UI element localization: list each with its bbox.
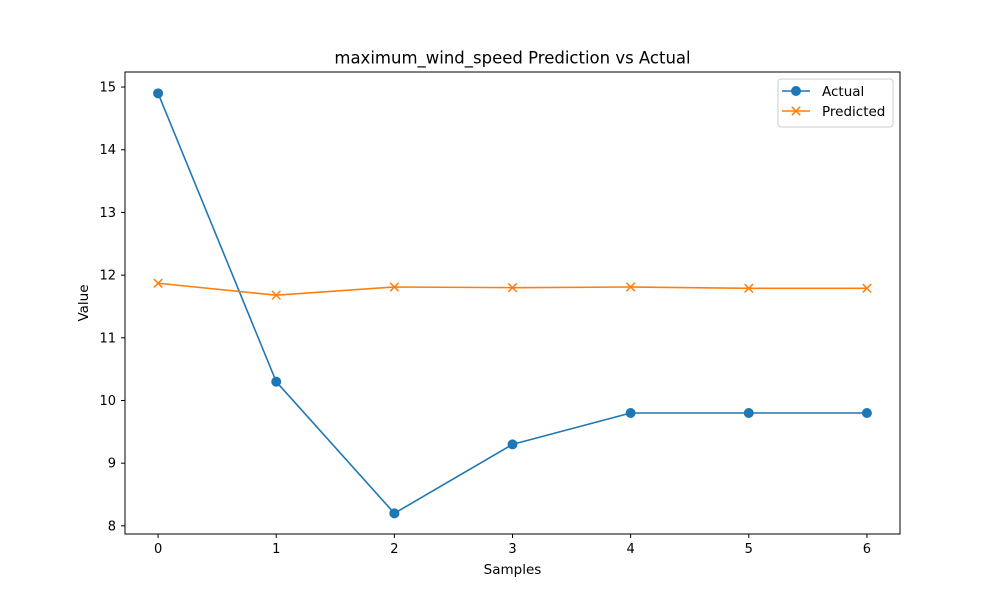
x-tick-label: 6 [863, 542, 871, 557]
x-tick-label: 2 [390, 542, 398, 557]
x-tick-label: 3 [508, 542, 516, 557]
legend-label: Actual [822, 84, 864, 100]
plot-frame [124, 71, 901, 535]
predicted-point [271, 290, 281, 300]
series-predicted [153, 278, 872, 300]
legend-marker [791, 86, 801, 96]
y-axis-label: Value [76, 284, 92, 321]
predicted-point [625, 282, 636, 292]
y-tick-label: 12 [99, 269, 116, 284]
y-tick-label: 10 [99, 394, 116, 409]
predicted-point [507, 282, 518, 293]
legend-item-predicted: Predicted [782, 104, 885, 120]
actual-point [271, 376, 282, 387]
legend-label: Predicted [822, 104, 885, 120]
predicted-point [744, 283, 754, 293]
y-tick-label: 11 [99, 331, 116, 346]
y-tick-label: 14 [99, 143, 116, 158]
y-tick-label: 13 [99, 206, 116, 221]
actual-line [157, 93, 867, 515]
series-actual [153, 88, 872, 519]
legend-marker [791, 106, 801, 116]
y-tick-label: 8 [108, 519, 116, 534]
x-tick-label: 1 [272, 542, 280, 557]
actual-point [389, 508, 400, 519]
x-tick-label: 0 [154, 542, 162, 557]
predicted-point [153, 278, 163, 288]
y-tick-label: 15 [99, 81, 116, 96]
chart-title: maximum_wind_speed Prediction vs Actual [334, 49, 690, 69]
legend: Actual Predicted [777, 78, 894, 128]
legend-item-actual: Actual [782, 84, 864, 100]
x-axis-label: Samples [484, 562, 542, 578]
predicted-point [389, 282, 400, 292]
actual-point [861, 408, 872, 419]
x-axis-ticks: 0 1 2 3 4 5 6 [154, 534, 871, 557]
x-tick-label: 5 [745, 542, 753, 557]
predicted-point [862, 283, 872, 293]
y-axis-ticks: 8 9 10 11 12 13 14 15 [99, 81, 125, 534]
predicted-line [157, 282, 867, 296]
actual-point [153, 88, 164, 99]
series-layer [153, 88, 872, 519]
actual-point [743, 408, 754, 419]
y-tick-label: 9 [108, 457, 116, 472]
actual-point [625, 408, 636, 419]
x-tick-label: 4 [626, 542, 634, 557]
actual-point [507, 439, 518, 450]
